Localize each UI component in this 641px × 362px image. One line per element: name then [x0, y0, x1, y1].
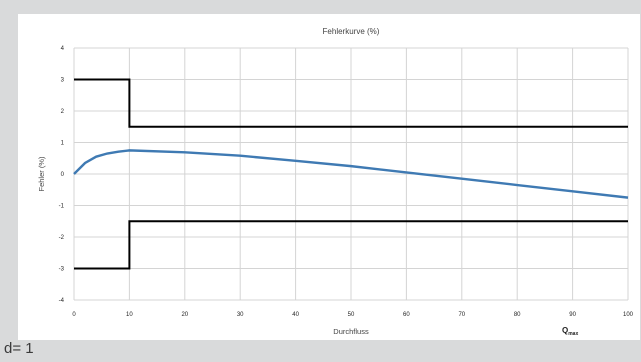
x-tick-label: 10 [126, 312, 133, 318]
caption-text: d= 1 [4, 340, 34, 357]
tolerance-limit-line [74, 220, 628, 270]
x-tick-label: 50 [348, 312, 355, 318]
x-tick-label: 90 [569, 312, 576, 318]
y-tick-label: -1 [59, 204, 65, 210]
y-tick-label: -2 [59, 235, 65, 241]
y-tick-label: 2 [61, 109, 65, 115]
x-tick-label: 60 [403, 312, 410, 318]
x-tick-label: 0 [72, 312, 76, 318]
y-axis-label: Fehler (%) [37, 156, 46, 192]
error-curve-chart: 0 10 20 30 40 50 60 70 80 90 10043210-1-2-3-4Fehle… [37, 27, 634, 337]
tolerance-limit-line [74, 78, 628, 128]
y-tick-label: 4 [61, 46, 65, 52]
x-axis-label: Durchfluss [333, 327, 369, 336]
x-tick-label: 20 [181, 312, 188, 318]
qmax-annotation: Qmax [562, 326, 578, 337]
y-tick-label: 0 [61, 172, 65, 178]
y-tick-label: -4 [59, 298, 65, 304]
chart-panel: 0 10 20 30 40 50 60 70 80 90 100 4 3 2 1 0 -1 -2 -3 -4 Fehle… [18, 14, 640, 340]
x-tick-label: 100 [623, 312, 634, 318]
x-tick-label: 40 [292, 312, 299, 318]
y-tick-label: 1 [61, 141, 65, 147]
x-tick-label: 70 [458, 312, 465, 318]
y-tick-label: 3 [61, 78, 65, 84]
qmax-subscript: max [568, 331, 578, 337]
error-curve-line [73, 149, 629, 199]
chart-title: Fehlerkurve (%) [323, 27, 380, 36]
x-tick-label: 30 [237, 312, 244, 318]
x-tick-label: 80 [514, 312, 521, 318]
y-tick-label: -3 [59, 267, 65, 273]
